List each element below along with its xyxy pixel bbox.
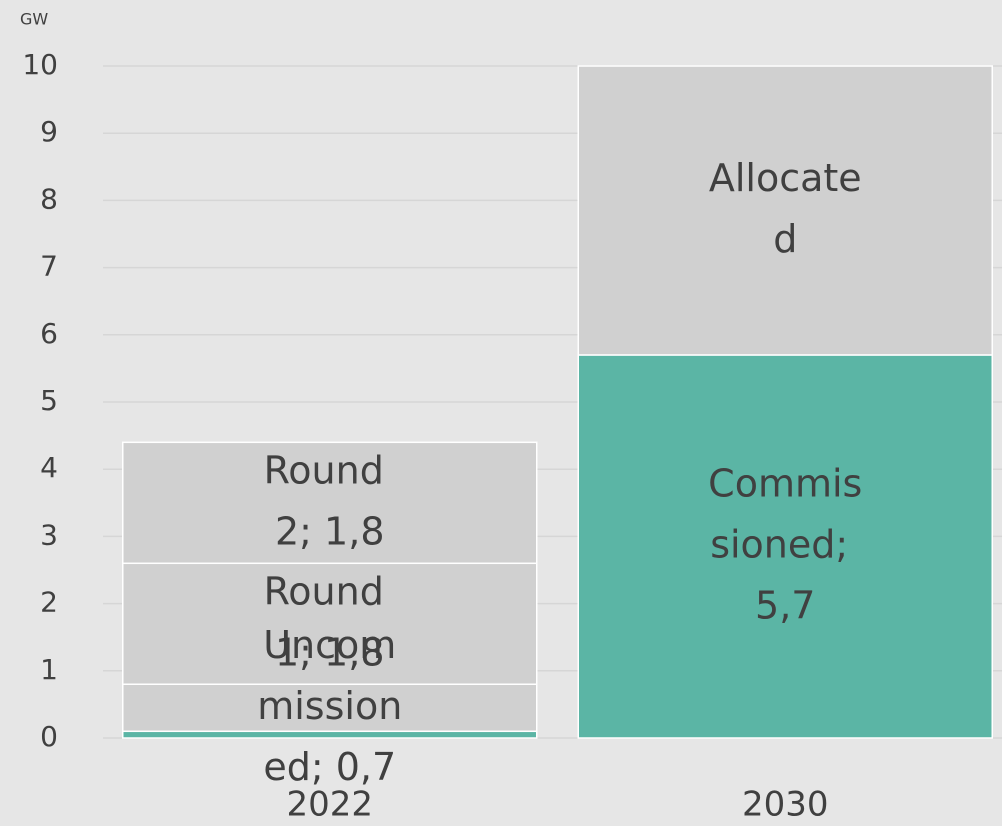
bar-segment: [122, 683, 538, 733]
data-label: Round 2; 1,8: [264, 448, 396, 553]
bar-segment: [577, 354, 993, 739]
y-axis-label: GW: [20, 10, 48, 29]
y-tick-label: 4: [40, 451, 58, 484]
data-label: Uncom mission ed; 0,7: [257, 622, 402, 788]
bar-segment: [122, 441, 538, 565]
data-label: Allocate d: [709, 155, 862, 260]
y-tick-label: 6: [40, 317, 58, 350]
y-tick-label: 9: [40, 115, 58, 148]
x-tick-label: 2022: [286, 785, 373, 825]
data-label: Round 1; 1,8: [264, 569, 396, 674]
y-tick-label: 7: [40, 250, 58, 283]
y-tick-label: 0: [40, 720, 58, 753]
y-tick-label: 3: [40, 518, 58, 551]
data-label: Commis sioned; 5,7: [708, 461, 862, 627]
y-tick-label: 2: [40, 586, 58, 619]
y-tick-label: 1: [40, 653, 58, 686]
y-tick-label: 5: [40, 384, 58, 417]
y-tick-label: 8: [40, 182, 58, 215]
x-tick-label: 2030: [742, 785, 829, 825]
bar-segment: [122, 562, 538, 685]
y-tick-label: 10: [22, 48, 58, 81]
bar-segment: [122, 730, 538, 739]
bar-segment: [577, 65, 993, 356]
